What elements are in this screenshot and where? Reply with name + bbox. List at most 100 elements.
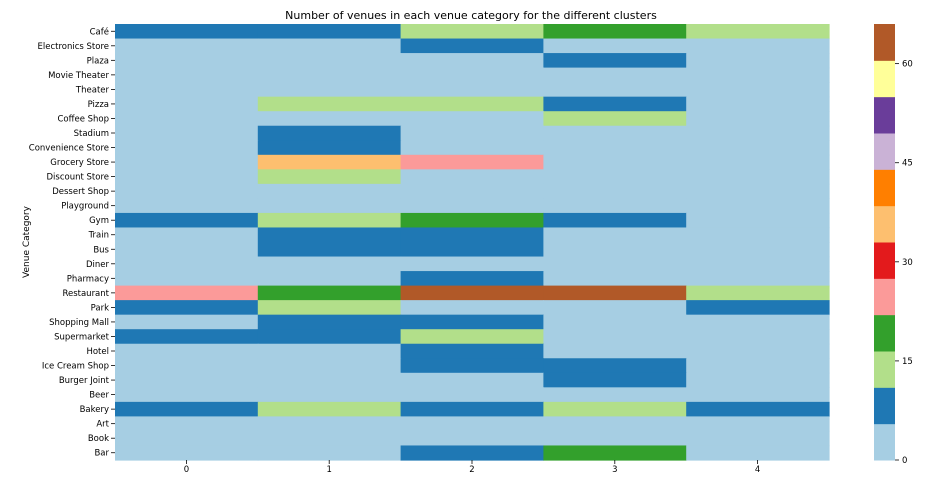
heatmap-cell bbox=[400, 183, 544, 199]
heatmap-cell bbox=[115, 227, 259, 243]
heatmap-cell bbox=[115, 198, 259, 214]
heatmap-cell bbox=[115, 256, 259, 272]
heatmap-cell bbox=[543, 300, 687, 316]
heatmap-cell bbox=[543, 329, 687, 345]
heatmap-cell bbox=[400, 430, 544, 447]
heatmap-cell bbox=[115, 154, 259, 170]
heatmap-cell bbox=[400, 82, 544, 98]
heatmap-cell bbox=[115, 125, 259, 141]
heatmap-cell bbox=[543, 183, 687, 199]
heatmap-cell bbox=[400, 314, 544, 330]
heatmap-cell bbox=[543, 343, 687, 359]
colorbar-segment bbox=[874, 169, 895, 207]
colorbar-segment bbox=[874, 133, 895, 170]
y-tick-label: Pizza bbox=[88, 100, 109, 110]
y-tick-label: Train bbox=[88, 231, 109, 241]
colorbar-segment bbox=[874, 24, 895, 61]
heatmap-cell bbox=[686, 227, 830, 243]
heatmap-cell bbox=[257, 256, 402, 272]
heatmap-cell bbox=[686, 343, 830, 359]
heatmap-cell bbox=[686, 401, 830, 417]
heatmap-cell bbox=[115, 343, 259, 359]
heatmap-cell bbox=[543, 111, 687, 127]
y-tick-label: Grocery Store bbox=[50, 158, 109, 168]
heatmap-cell bbox=[257, 358, 402, 374]
y-tick-label: Gym bbox=[89, 216, 109, 226]
heatmap-cell bbox=[400, 198, 544, 214]
heatmap-cell bbox=[686, 38, 830, 54]
colorbar-tick-label: 30 bbox=[902, 258, 913, 268]
heatmap-cell bbox=[400, 416, 544, 432]
heatmap-cell bbox=[543, 67, 687, 83]
y-tick-label: Beer bbox=[89, 391, 109, 401]
colorbar-segment bbox=[874, 60, 895, 98]
heatmap-cell bbox=[686, 53, 830, 69]
heatmap-cell bbox=[400, 387, 544, 403]
y-tick-label: Shopping Mall bbox=[49, 318, 109, 328]
heatmap-cell bbox=[686, 198, 830, 214]
heatmap-cell bbox=[115, 372, 259, 388]
heatmap-cell bbox=[400, 329, 544, 345]
heatmap-cell bbox=[543, 445, 687, 461]
heatmap-cell bbox=[115, 212, 259, 229]
colorbar-segment bbox=[874, 242, 895, 279]
heatmap-cell bbox=[257, 212, 402, 229]
heatmap-cell bbox=[115, 329, 259, 345]
y-tick-label: Bus bbox=[93, 245, 109, 255]
heatmap-cell bbox=[115, 242, 259, 258]
heatmap-cell bbox=[400, 300, 544, 316]
heatmap-cell bbox=[686, 314, 830, 330]
y-tick-label: Bar bbox=[94, 449, 109, 459]
heatmap-cell bbox=[257, 416, 402, 432]
heatmap-cell bbox=[257, 24, 402, 40]
y-tick-label: Supermarket bbox=[54, 332, 110, 342]
heatmap-cell bbox=[115, 401, 259, 417]
chart-title: Number of venues in each venue category … bbox=[285, 9, 657, 22]
heatmap-cell bbox=[400, 140, 544, 156]
colorbar-tick-label: 0 bbox=[902, 456, 907, 466]
y-tick-label: Hotel bbox=[86, 347, 109, 357]
heatmap-cell bbox=[543, 53, 687, 69]
heatmap-cell bbox=[400, 343, 544, 359]
heatmap-cell bbox=[543, 314, 687, 330]
y-tick-label: Art bbox=[96, 420, 109, 430]
heatmap-cell bbox=[543, 198, 687, 214]
heatmap-cell bbox=[257, 38, 402, 54]
heatmap-cell bbox=[257, 140, 402, 156]
heatmap-cell bbox=[543, 96, 687, 112]
heatmap-cell bbox=[543, 271, 687, 287]
heatmap-cell bbox=[115, 300, 259, 316]
heatmap-cell bbox=[115, 140, 259, 156]
colorbar-tick-label: 60 bbox=[902, 60, 913, 70]
heatmap-cell bbox=[115, 53, 259, 69]
x-tick-label: 4 bbox=[755, 465, 760, 474]
y-tick-label: Book bbox=[88, 434, 109, 444]
y-tick-label: Discount Store bbox=[47, 173, 109, 183]
heatmap-cell bbox=[257, 198, 402, 214]
heatmap-cell bbox=[543, 358, 687, 374]
x-tick-label: 2 bbox=[469, 465, 474, 474]
heatmap-cell bbox=[686, 329, 830, 345]
heatmap-cell bbox=[400, 212, 544, 229]
y-tick-label: Movie Theater bbox=[48, 71, 109, 81]
heatmap-cell bbox=[115, 183, 259, 199]
heatmap-cell bbox=[686, 430, 830, 447]
heatmap-cell bbox=[257, 111, 402, 127]
heatmap-cell bbox=[257, 285, 402, 301]
colorbar-segment bbox=[874, 423, 895, 461]
heatmap-cell bbox=[257, 387, 402, 403]
heatmap-cell bbox=[543, 169, 687, 185]
heatmap-cell bbox=[115, 169, 259, 185]
heatmap-cell bbox=[686, 285, 830, 301]
heatmap-cell bbox=[115, 67, 259, 83]
heatmap-cell bbox=[257, 125, 402, 141]
colorbar-segment bbox=[874, 351, 895, 388]
heatmap-cells bbox=[115, 24, 830, 461]
heatmap-cell bbox=[257, 343, 402, 359]
heatmap-cell bbox=[686, 67, 830, 83]
heatmap-cell bbox=[686, 242, 830, 258]
heatmap-cell bbox=[115, 285, 259, 301]
heatmap-cell bbox=[686, 183, 830, 199]
heatmap-cell bbox=[115, 24, 259, 40]
